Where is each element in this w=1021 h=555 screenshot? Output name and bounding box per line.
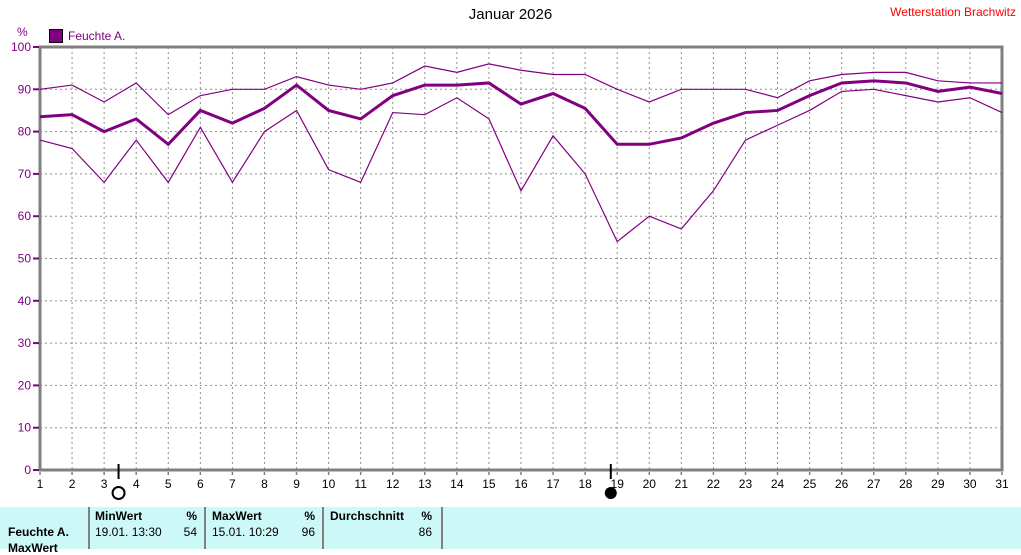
next-stats-row-label: MaxWert bbox=[8, 541, 58, 555]
svg-text:15: 15 bbox=[482, 477, 496, 491]
svg-text:19: 19 bbox=[611, 477, 625, 491]
durchschnitt-unit: % bbox=[421, 509, 432, 523]
legend-swatch-icon bbox=[49, 29, 63, 43]
svg-text:5: 5 bbox=[165, 477, 172, 491]
svg-text:60: 60 bbox=[18, 209, 32, 223]
svg-text:0: 0 bbox=[24, 463, 31, 477]
column-divider bbox=[204, 507, 206, 549]
stats-row-label: Feuchte A. bbox=[8, 525, 69, 539]
svg-text:17: 17 bbox=[546, 477, 560, 491]
svg-text:22: 22 bbox=[707, 477, 721, 491]
durchschnitt-header: Durchschnitt % bbox=[330, 509, 432, 523]
legend-label: Feuchte A. bbox=[68, 29, 126, 43]
series-line bbox=[39, 63, 1002, 116]
full-moon-icon bbox=[111, 486, 126, 500]
svg-text:16: 16 bbox=[514, 477, 528, 491]
svg-text:25: 25 bbox=[803, 477, 817, 491]
svg-text:70: 70 bbox=[18, 167, 32, 181]
svg-text:100: 100 bbox=[11, 40, 31, 54]
legend: Feuchte A. bbox=[49, 29, 125, 43]
svg-text:6: 6 bbox=[197, 477, 204, 491]
svg-text:27: 27 bbox=[867, 477, 881, 491]
svg-text:8: 8 bbox=[261, 477, 268, 491]
svg-text:21: 21 bbox=[675, 477, 689, 491]
svg-text:30: 30 bbox=[18, 336, 32, 350]
svg-text:4: 4 bbox=[133, 477, 140, 491]
minwert-header: MinWert % bbox=[95, 509, 197, 523]
svg-text:24: 24 bbox=[771, 477, 785, 491]
svg-text:29: 29 bbox=[931, 477, 945, 491]
svg-text:90: 90 bbox=[18, 82, 32, 96]
svg-text:26: 26 bbox=[835, 477, 849, 491]
svg-text:18: 18 bbox=[578, 477, 592, 491]
series-line bbox=[39, 79, 1003, 147]
series-line bbox=[39, 88, 1003, 243]
durchschnitt-header-label: Durchschnitt bbox=[330, 509, 405, 523]
svg-text:80: 80 bbox=[18, 125, 32, 139]
column-divider bbox=[88, 507, 90, 549]
svg-text:20: 20 bbox=[18, 378, 32, 392]
svg-text:20: 20 bbox=[643, 477, 657, 491]
svg-text:3: 3 bbox=[101, 477, 108, 491]
svg-text:40: 40 bbox=[18, 294, 32, 308]
maxwert-header-label: MaxWert bbox=[212, 509, 262, 523]
maxwert-value: 96 bbox=[301, 525, 315, 539]
svg-text:31: 31 bbox=[995, 477, 1009, 491]
page-title: Januar 2026 bbox=[468, 6, 553, 23]
maxwert-header: MaxWert % bbox=[212, 509, 315, 523]
svg-text:10: 10 bbox=[322, 477, 336, 491]
minwert-value-cell: 19.01. 13:30 54 bbox=[95, 525, 197, 539]
column-divider bbox=[441, 507, 443, 549]
durchschnitt-value-cell: 86 bbox=[330, 525, 432, 539]
maxwert-datetime: 15.01. 10:29 bbox=[212, 525, 279, 539]
maxwert-value-cell: 15.01. 10:29 96 bbox=[212, 525, 315, 539]
svg-text:30: 30 bbox=[963, 477, 977, 491]
minwert-datetime: 19.01. 13:30 bbox=[95, 525, 162, 539]
column-divider bbox=[322, 507, 324, 549]
svg-text:28: 28 bbox=[899, 477, 913, 491]
svg-text:10: 10 bbox=[18, 421, 32, 435]
station-name: Wetterstation Brachwitz bbox=[890, 5, 1016, 19]
svg-text:12: 12 bbox=[386, 477, 400, 491]
svg-text:13: 13 bbox=[418, 477, 432, 491]
new-moon-icon bbox=[604, 487, 617, 499]
stats-table: MinWert % MaxWert % Durchschnitt % Feuch… bbox=[0, 507, 1021, 555]
svg-text:11: 11 bbox=[354, 477, 367, 491]
svg-text:2: 2 bbox=[69, 477, 76, 491]
minwert-header-label: MinWert bbox=[95, 509, 143, 523]
svg-text:23: 23 bbox=[739, 477, 753, 491]
maxwert-unit: % bbox=[304, 509, 315, 523]
y-axis-unit-label: % bbox=[17, 25, 28, 39]
durchschnitt-value: 86 bbox=[418, 525, 432, 539]
svg-text:50: 50 bbox=[18, 252, 32, 266]
svg-text:1: 1 bbox=[37, 477, 44, 491]
svg-text:9: 9 bbox=[293, 477, 300, 491]
minwert-value: 54 bbox=[183, 525, 197, 539]
minwert-unit: % bbox=[186, 509, 197, 523]
svg-text:14: 14 bbox=[450, 477, 464, 491]
svg-text:7: 7 bbox=[229, 477, 236, 491]
